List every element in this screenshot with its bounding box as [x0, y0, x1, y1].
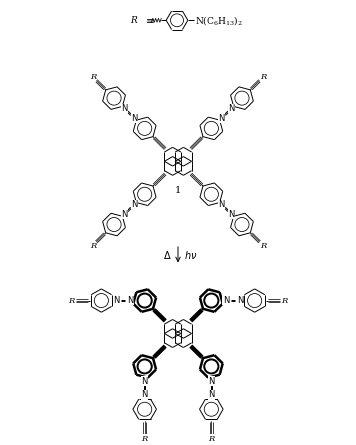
Text: $\equiv$: $\equiv$	[142, 16, 154, 25]
Text: N: N	[208, 390, 215, 399]
Text: R: R	[142, 435, 148, 443]
Text: R: R	[90, 242, 96, 250]
Text: R: R	[130, 16, 137, 25]
Text: N: N	[219, 113, 225, 122]
Text: 1: 1	[175, 186, 181, 195]
Text: N: N	[228, 104, 235, 113]
Text: R: R	[282, 296, 288, 304]
Text: N: N	[121, 104, 128, 113]
Text: N: N	[219, 200, 225, 209]
Text: R: R	[260, 242, 266, 250]
Text: N: N	[127, 296, 133, 305]
Text: N: N	[223, 296, 229, 305]
Text: R: R	[68, 296, 74, 304]
Text: R: R	[260, 73, 266, 81]
Text: $\Delta$: $\Delta$	[163, 249, 172, 261]
Text: N: N	[141, 390, 148, 399]
Text: $h\nu$: $h\nu$	[184, 249, 197, 261]
Text: N: N	[228, 210, 235, 218]
Text: N: N	[141, 376, 148, 385]
Text: N: N	[131, 200, 137, 209]
Text: N: N	[121, 210, 128, 218]
Text: N: N	[131, 113, 137, 122]
Text: R: R	[90, 73, 96, 81]
Text: N: N	[113, 296, 119, 305]
Text: $\mathregular{N(C_6H_{13})_2}$: $\mathregular{N(C_6H_{13})_2}$	[195, 14, 243, 27]
Text: N: N	[208, 376, 215, 385]
Text: R: R	[208, 435, 214, 443]
Text: N: N	[237, 296, 243, 305]
